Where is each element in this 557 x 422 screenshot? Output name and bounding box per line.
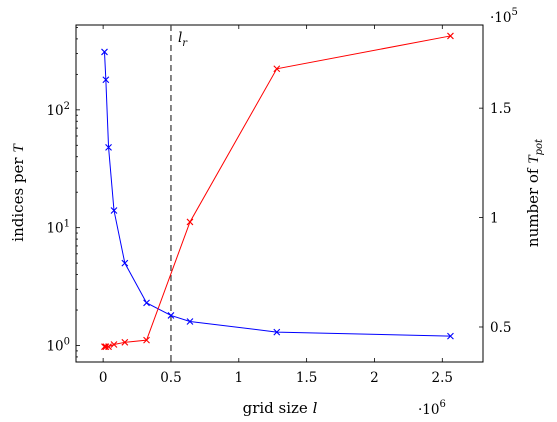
series-1-point xyxy=(273,65,281,73)
series-0-point xyxy=(273,328,281,336)
y-right-tick-label: 0.5 xyxy=(490,320,511,336)
series-1-point xyxy=(105,343,112,351)
y-left-axis-title: indices per T xyxy=(9,143,27,242)
chart-marks: 0 0.5 1 1.5 2 2.5 100 101 102 0.5 1 1.5 lr xyxy=(46,25,511,386)
y-right-multiplier-label: ·105 xyxy=(490,7,518,26)
series-1-point xyxy=(447,32,454,40)
x-tick-label: 2 xyxy=(370,370,379,386)
y-right-tick-label: 1.5 xyxy=(490,101,511,117)
series-1-line xyxy=(104,35,451,348)
series-1-point xyxy=(110,341,118,348)
x-multiplier-label: ·106 xyxy=(418,399,446,418)
x-axis-title: grid size l xyxy=(243,399,318,417)
plot-frame xyxy=(75,24,484,363)
series-1-point xyxy=(186,218,194,226)
series-0-point xyxy=(110,207,118,214)
y-right-axis-title: number of Tpot xyxy=(524,138,545,247)
x-tick-label: 1 xyxy=(235,370,244,386)
series-0-point xyxy=(102,76,110,84)
series-1-point xyxy=(102,343,110,351)
y-left-tick-label: 101 xyxy=(46,219,70,237)
series-0-point xyxy=(167,312,175,319)
x-tick-label: 0 xyxy=(99,370,108,386)
x-tick-label: 0.5 xyxy=(160,370,181,386)
series-1-point xyxy=(121,338,129,346)
x-tick-label: 2.5 xyxy=(432,370,453,386)
series-0-point xyxy=(143,299,150,307)
series-0-point xyxy=(447,332,454,340)
series-0-point xyxy=(105,144,112,151)
y-right-tick-label: 1 xyxy=(490,211,499,227)
series-0-point xyxy=(101,48,108,56)
series-0-line xyxy=(103,51,451,337)
series-0-point xyxy=(186,318,194,325)
x-tick-label: 1.5 xyxy=(296,370,317,386)
y-left-tick-label: 100 xyxy=(46,337,70,355)
reference-line-label: lr xyxy=(178,30,188,49)
series-1-point xyxy=(143,336,150,344)
series-0-point xyxy=(121,259,129,267)
y-left-tick-label: 102 xyxy=(46,101,70,119)
